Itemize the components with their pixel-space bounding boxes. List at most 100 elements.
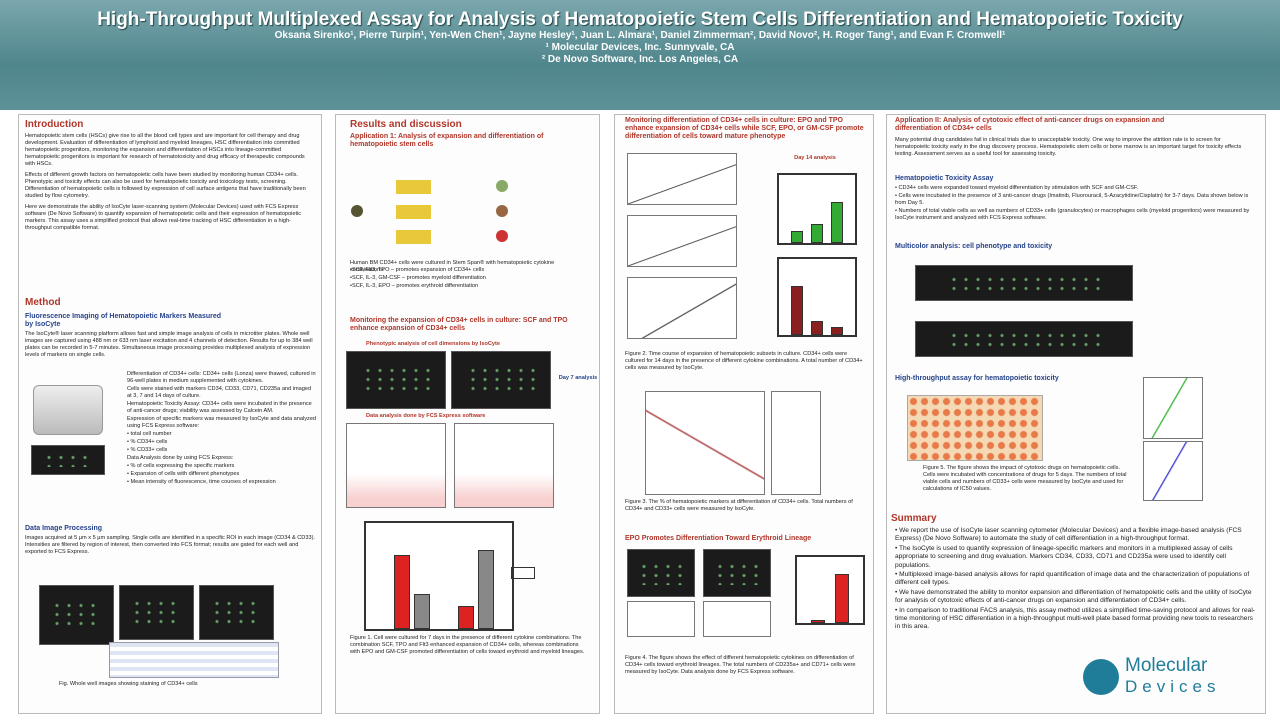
paragraph: Effects of different growth factors on h… (25, 172, 306, 199)
subheading: Monitoring the expansion of CD34+ cells … (350, 317, 568, 332)
column: Application II: Analysis of cytotoxic ef… (886, 114, 1266, 714)
plate-image (907, 395, 1043, 461)
line-plot (645, 391, 765, 495)
data-table (109, 642, 279, 678)
subheading: EPO Promotes Differentiation Toward Eryt… (625, 535, 812, 542)
line-plot (627, 153, 737, 205)
method-list: Differentiation of CD34+ cells: CD34+ ce… (127, 371, 317, 487)
instrument-image (33, 385, 103, 435)
list-item: • % CD33+ cells (127, 447, 168, 453)
line-plot (1143, 441, 1203, 501)
caption: Figure 3. The % of hematopoietic markers… (625, 499, 853, 512)
list-item: Differentiation of CD34+ cells: CD34+ ce… (127, 371, 316, 384)
legend (511, 567, 535, 579)
list-item: • The IsoCyte is used to quantify expres… (895, 544, 1233, 569)
affiliation: ² De Novo Software, Inc. Los Angeles, CA (541, 54, 739, 65)
logo-text: Devices (1125, 677, 1221, 696)
histogram (454, 423, 554, 508)
paragraph: Here we demonstrate the ability of IsoCy… (25, 204, 302, 231)
logo-text: Molecular (1125, 655, 1208, 676)
cell-image (31, 445, 105, 475)
list-item: • Mean intensity of fluorescence, time c… (127, 479, 276, 485)
bar-chart (795, 555, 865, 625)
column: Introduction Hematopoietic stem cells (H… (18, 114, 322, 714)
list-item: Expression of specific markers was measu… (127, 416, 317, 429)
summary: • We report the use of IsoCyte laser sca… (895, 527, 1255, 633)
cell-image (627, 549, 695, 597)
affiliation: ¹ Molecular Devices, Inc. Sunnyvale, CA (545, 42, 735, 53)
logo: Molecular Devices (1083, 655, 1261, 699)
diagram (346, 175, 591, 255)
list-item: • % CD34+ cells (127, 439, 168, 445)
label: Day 14 analysis (794, 155, 836, 161)
bar-chart (777, 257, 857, 337)
cell-image (915, 265, 1133, 301)
histogram (703, 601, 771, 637)
cell-image (39, 585, 114, 645)
text: Human BM CD34+ cells were cultured in St… (350, 260, 555, 273)
label: Phenotypic analysis of cell dimensions b… (366, 341, 500, 347)
list: •SCF, Flt3, TPO – promotes expansion of … (350, 267, 590, 291)
cell-image (703, 549, 771, 597)
line-plot (627, 215, 737, 267)
label: Day 7 analysis (558, 375, 598, 381)
subheading: Application II: Analysis of cytotoxic ef… (895, 117, 1165, 132)
list-item: • Cells were incubated in the presence o… (895, 193, 1249, 206)
bar-chart (364, 521, 514, 631)
list-item: • Numbers of total viable cells as well … (895, 208, 1250, 221)
text: Images acquired at 5 µm x 5 µm sampling.… (25, 535, 315, 555)
list-item: Data Analysis done by using FCS Express: (127, 455, 234, 461)
line-plot (1143, 377, 1203, 439)
list: • CD34+ cells were expanded toward myelo… (895, 185, 1255, 223)
column: Monitoring differentiation of CD34+ cell… (614, 114, 874, 714)
heading: Introduction (25, 119, 84, 130)
histogram (627, 601, 695, 637)
list-item: Hematopoietic Toxicity Assay: CD34+ cell… (127, 401, 312, 414)
list-item: • We have demonstrated the ability to mo… (895, 588, 1252, 605)
caption: Figure 2. Time course of expansion of he… (625, 351, 863, 371)
column: Results and discussion Application 1: An… (335, 114, 600, 714)
list-item: •SCF, IL-3, GM-CSF – promotes myeloid di… (350, 275, 486, 281)
header: High-Throughput Multiplexed Assay for An… (0, 0, 1280, 110)
list-item: • % of cells expressing the specific mar… (127, 463, 235, 469)
paragraph: Hematopoietic stem cells (HSCs) give ris… (25, 133, 305, 167)
list-item: • Multiplexed image-based analysis allow… (895, 571, 1250, 587)
subheading: Fluorescence Imaging of Hematopoietic Ma… (25, 313, 222, 328)
list-item: • We report the use of IsoCyte laser sca… (895, 527, 1242, 543)
list-item: • total cell number (127, 431, 172, 437)
heading: Summary (891, 513, 937, 524)
heading: Results and discussion (350, 119, 462, 130)
subheading: Multicolor analysis: cell phenotype and … (895, 243, 1053, 250)
intro-text: Hematopoietic stem cells (HSCs) give ris… (25, 133, 315, 236)
list-item: Cells were stained with markers CD34, CD… (127, 386, 312, 399)
text: Many potential drug candidates fail in c… (895, 137, 1242, 157)
bar-chart (771, 391, 821, 495)
list-item: •SCF, Flt3, TPO – promotes expansion of … (350, 267, 485, 273)
subheading: Data Image Processing (25, 525, 103, 532)
subheading: Application 1: Analysis of expansion and… (350, 133, 544, 148)
caption: Figure 5. The figure shows the impact of… (923, 465, 1127, 492)
cell-image (915, 321, 1133, 357)
authors: Oksana Sirenko¹, Pierre Turpin¹, Yen-Wen… (274, 30, 1006, 41)
cell-image (346, 351, 446, 409)
cell-image (199, 585, 274, 640)
cell-image (451, 351, 551, 409)
title: High-Throughput Multiplexed Assay for An… (97, 9, 1183, 30)
list-item: • CD34+ cells were expanded toward myelo… (895, 185, 1139, 191)
subheading: Monitoring differentiation of CD34+ cell… (625, 117, 864, 140)
list-item: • In comparison to traditional FACS anal… (895, 606, 1255, 631)
subheading: Hematopoietic Toxicity Assay (895, 175, 994, 182)
caption: Figure 1. Cell were cultured for 7 days … (350, 635, 585, 655)
line-plot (627, 277, 737, 339)
list-item: •SCF, IL-3, EPO – promotes erythroid dif… (350, 283, 479, 289)
cell-image (119, 585, 194, 640)
label: Data analysis done by FCS Express softwa… (366, 413, 486, 419)
heading: Method (25, 297, 61, 308)
subheading: High-throughput assay for hematopoietic … (895, 375, 1059, 382)
list-item: • Expansion of cells with different phen… (127, 471, 240, 477)
caption: Figure 4. The figure shows the effect of… (625, 655, 856, 675)
histogram (346, 423, 446, 508)
caption: Fig. Whole well images showing staining … (59, 681, 198, 687)
text: The IsoCyte® laser scanning platform all… (25, 331, 313, 358)
